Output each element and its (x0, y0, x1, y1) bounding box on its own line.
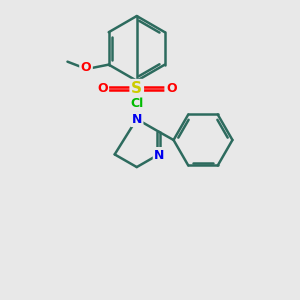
Text: O: O (97, 82, 108, 95)
Text: O: O (166, 82, 176, 95)
Text: S: S (131, 81, 142, 96)
Text: Cl: Cl (130, 97, 143, 110)
Text: O: O (81, 61, 91, 74)
Text: N: N (154, 148, 165, 161)
Text: N: N (132, 112, 142, 126)
